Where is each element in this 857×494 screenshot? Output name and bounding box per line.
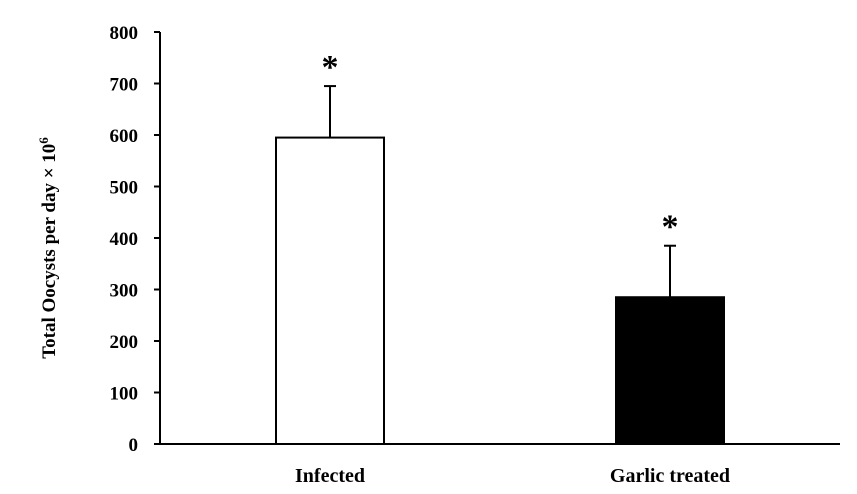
y-tick-label: 500	[110, 178, 139, 199]
y-tick-label: 200	[110, 332, 139, 353]
error-bars	[324, 85, 676, 298]
y-axis-label-superscript: 6	[36, 137, 51, 144]
x-axis-categories: Infected Garlic treated	[295, 465, 730, 487]
bar	[615, 296, 725, 445]
y-tick-label: 300	[110, 281, 139, 302]
y-tick-label: 400	[110, 229, 139, 250]
y-axis-ticks: 0 100 200 300 400 500 600 700 800	[110, 23, 160, 456]
significance-marker: *	[662, 209, 679, 246]
significance-markers: **	[322, 49, 679, 246]
category-label: Garlic treated	[610, 465, 730, 487]
significance-marker: *	[322, 49, 339, 86]
category-label: Infected	[295, 465, 365, 487]
y-tick-label: 0	[129, 435, 139, 456]
y-tick-label: 600	[110, 126, 139, 147]
bar	[275, 136, 385, 445]
y-axis-label-text: Total Oocysts per day × 10	[39, 144, 60, 359]
bars	[275, 136, 725, 445]
y-tick-label: 700	[110, 75, 139, 96]
y-axis-label: Total Oocysts per day × 106	[36, 137, 60, 359]
y-tick-label: 800	[110, 23, 139, 44]
y-tick-label: 100	[110, 384, 139, 405]
